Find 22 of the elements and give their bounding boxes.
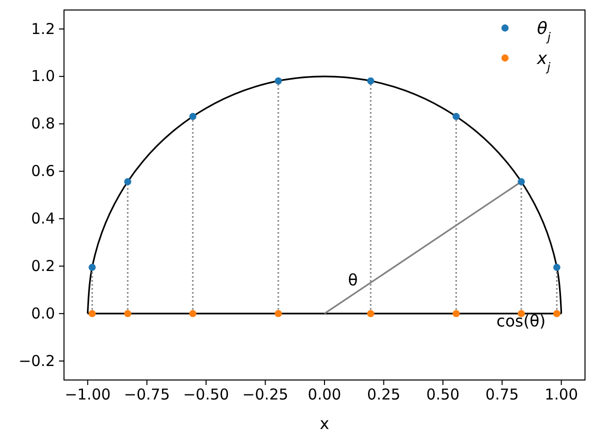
y-tick-label: −0.2 [18,352,55,370]
x-tick-label: −1.00 [64,386,111,404]
y-tick-label: 0.4 [31,210,55,228]
annotation: θ [348,270,358,290]
x-tick-label: 0.00 [308,386,342,404]
x-tick-label: −0.50 [183,386,230,404]
x-tick-label: 0.75 [485,386,519,404]
y-tick-label: 0.6 [31,162,55,180]
x-tick-label: −0.25 [242,386,288,404]
y-tick-label: 1.2 [31,20,55,38]
annotation: cos(θ) [496,311,546,330]
x-tick-label: −0.75 [124,386,170,404]
legend-label: θ$_{j}$ [537,19,552,44]
y-tick-label: 0.8 [31,114,55,133]
y-tick-label: 0.2 [31,256,55,275]
x-tick-label: 1.00 [544,386,578,404]
x-tick-label: 0.50 [426,386,460,404]
y-tick-label: 1.0 [31,67,55,86]
legend-label: x$_{j}$ [536,49,552,74]
x-axis-title: x [320,414,330,433]
x-tick-label: 0.25 [367,386,400,404]
y-tick-label: 0.0 [31,304,55,322]
